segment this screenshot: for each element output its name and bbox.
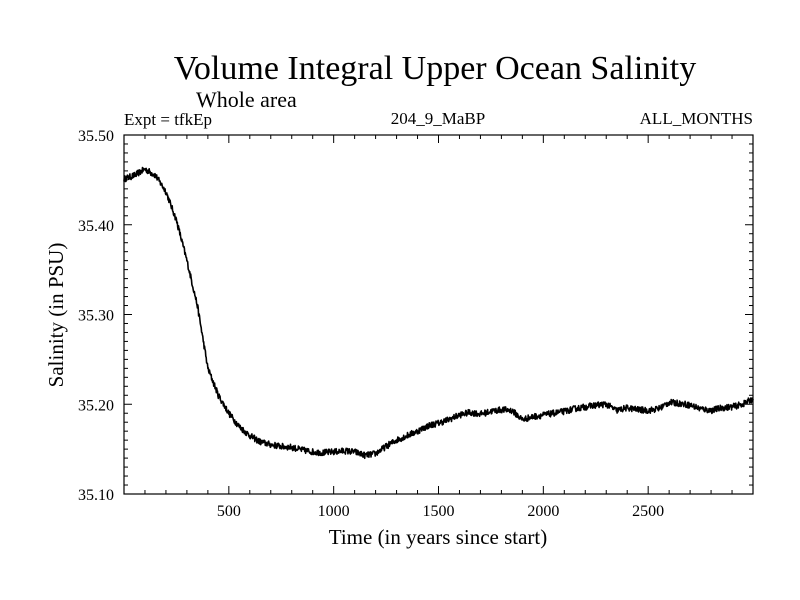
axis-tick-labels: 500 1000 1500 2000 2500 35.10 35.20 35.30 35.40 3… xyxy=(78,128,664,520)
months-label: ALL_MONTHS xyxy=(640,109,753,128)
x-tick-label: 1000 xyxy=(318,503,350,520)
experiment-label: Expt = tfkEp xyxy=(124,110,212,129)
x-tick-label: 1500 xyxy=(423,503,455,520)
chart-title: Volume Integral Upper Ocean Salinity xyxy=(174,50,696,87)
y-tick-label: 35.50 xyxy=(78,128,114,145)
x-axis-label: Time (in years since start) xyxy=(329,525,548,549)
chart-subtitle: Whole area xyxy=(196,87,297,112)
x-tick-label: 2500 xyxy=(632,503,664,520)
y-axis-label: Salinity (in PSU) xyxy=(44,243,68,388)
y-tick-label: 35.20 xyxy=(78,397,114,414)
y-tick-label: 35.10 xyxy=(78,487,114,504)
y-tick-label: 35.40 xyxy=(78,218,114,235)
axis-ticks xyxy=(124,134,753,495)
x-tick-label: 500 xyxy=(217,503,241,520)
salinity-series-line xyxy=(123,166,754,460)
run-id-label: 204_9_MaBP xyxy=(391,109,485,128)
plot-frame xyxy=(123,134,754,495)
x-tick-label: 2000 xyxy=(527,503,559,520)
y-tick-label: 35.30 xyxy=(78,308,114,325)
